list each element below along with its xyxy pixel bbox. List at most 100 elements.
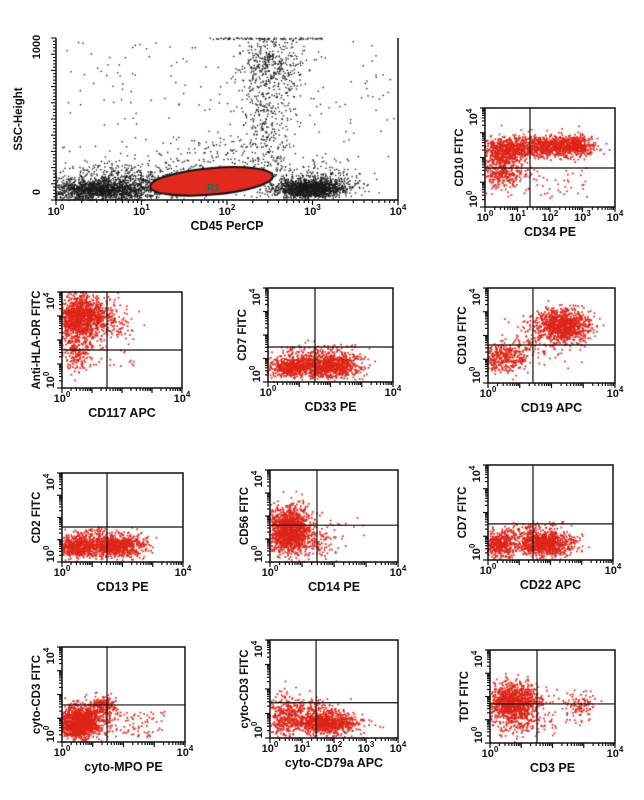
plot-frame — [61, 646, 186, 743]
x-tick-label: 100 — [54, 564, 71, 579]
y-tick-label: 104 — [468, 288, 483, 305]
x-axis-label: CD33 PE — [304, 400, 356, 414]
y-tick-label: 100 — [42, 545, 57, 562]
x-axis-label: CD45 PerCP — [191, 219, 264, 233]
plot-cd7-vs-cd33: 100 104 104 100 CD33 PE CD7 FITC — [237, 287, 402, 414]
quadrant-lines — [270, 470, 398, 562]
x-tick-label: 104 — [177, 744, 194, 759]
x-axis-label: CD34 PE — [524, 225, 576, 239]
x-axis-label: cyto-CD79a APC — [285, 756, 383, 770]
y-axis-label: CD2 FITC — [31, 492, 43, 544]
x-tick-label: 100 — [482, 745, 499, 760]
y-tick-label: 104 — [42, 473, 57, 490]
x-tick-label: 104 — [175, 564, 192, 579]
y-tick-label: 104 — [250, 640, 265, 657]
x-tick-label: 103 — [574, 209, 591, 224]
plot-frame — [484, 107, 616, 208]
x-axis-label: CD19 APC — [521, 401, 582, 415]
y-axis-label: cyto-CD3 FITC — [239, 649, 251, 728]
plot-cytocd3-vs-cytocd79a: 100 101 102 103 104 104 100 cyto-CD79a APC cyto-… — [239, 639, 407, 770]
plot-frame — [267, 287, 394, 383]
plot-cd10-vs-cd19: 100 104 104 100 CD19 APC CD10 FITC — [457, 287, 624, 415]
x-axis-label: CD117 APC — [88, 406, 156, 420]
y-axis-label: SSC-Height — [13, 87, 25, 150]
x-tick-label: 104 — [607, 745, 624, 760]
y-axis-label: Anti-HLA-DR FITC — [31, 290, 43, 389]
axis-ticks — [485, 649, 616, 748]
quadrant-lines — [268, 288, 393, 382]
plot-frame — [269, 469, 399, 563]
axis-ticks — [57, 472, 184, 567]
y-tick-label: 0 — [31, 189, 43, 195]
quadrant-lines — [270, 640, 398, 738]
x-tick-label: 102 — [542, 209, 559, 224]
y-tick-label: 100 — [248, 365, 263, 382]
y-tick-label: 104 — [250, 470, 265, 487]
x-tick-label: 104 — [390, 203, 407, 218]
y-tick-label: 100 — [250, 545, 265, 562]
y-tick-label: 100 — [250, 721, 265, 738]
y-axis-label: CD56 FITC — [239, 487, 251, 545]
x-axis-label: CD13 PE — [96, 580, 148, 594]
x-axis-label: cyto-MPO PE — [84, 760, 163, 774]
axis-ticks — [57, 646, 186, 747]
plot-frame — [487, 287, 616, 384]
plot-cd2-vs-cd13: 100 104 104 100 CD13 PE CD2 FITC — [31, 472, 192, 594]
x-tick-label: 101 — [294, 740, 311, 755]
x-tick-label: 100 — [477, 209, 494, 224]
x-tick-label: 100 — [480, 385, 497, 400]
x-tick-label: 100 — [54, 744, 71, 759]
x-tick-label: 104 — [390, 740, 407, 755]
x-tick-label: 100 — [262, 564, 279, 579]
x-tick-label: 104 — [607, 209, 624, 224]
y-axis-label: CD10 FITC — [454, 128, 466, 186]
x-tick-label: 100 — [54, 390, 71, 405]
axis-ticks — [51, 37, 399, 205]
y-tick-label: 100 — [468, 543, 483, 560]
quadrant-lines — [62, 292, 182, 388]
x-tick-label: 103 — [358, 740, 375, 755]
y-axis-label: CD10 FITC — [457, 306, 469, 364]
y-axis-label: CD7 FITC — [237, 309, 249, 361]
y-tick-label: 100 — [468, 366, 483, 383]
x-tick-label: 101 — [133, 203, 150, 218]
y-tick-label: 104 — [470, 650, 485, 667]
y-tick-label: 104 — [468, 465, 483, 482]
x-tick-label: 102 — [326, 740, 343, 755]
y-axis-label: cyto-CD3 FITC — [31, 655, 43, 734]
axis-ticks — [263, 287, 394, 387]
y-tick-label: 104 — [465, 108, 480, 125]
y-tick-label: 104 — [248, 288, 263, 305]
quadrant-lines — [485, 108, 615, 207]
y-tick-label: 1000 — [31, 35, 43, 59]
x-tick-label: 100 — [262, 740, 279, 755]
plot-tdt-vs-cd3: 100 104 104 100 CD3 PE TDT FITC — [459, 649, 624, 775]
axis-ticks — [483, 287, 616, 388]
plot-hladr-vs-cd117: 100 104 104 100 CD117 APC Anti-HLA-DR FITC — [31, 290, 191, 420]
y-tick-label: 100 — [470, 726, 485, 743]
axis-ticks — [265, 639, 399, 743]
axis-ticks — [265, 469, 399, 567]
axis-ticks — [483, 464, 614, 565]
x-tick-label: 100 — [480, 562, 497, 577]
plot-frame — [55, 38, 399, 201]
axis-ticks — [57, 291, 183, 393]
y-tick-label: 100 — [465, 190, 480, 207]
quadrant-lines — [490, 650, 615, 743]
quadrant-lines — [62, 647, 185, 742]
plot-frame — [61, 472, 184, 563]
x-tick-label: 103 — [304, 203, 321, 218]
x-tick-label: 102 — [219, 203, 236, 218]
x-tick-label: 101 — [509, 209, 526, 224]
y-tick-label: 100 — [42, 371, 57, 388]
y-axis-label: TDT FITC — [459, 671, 471, 722]
x-tick-label: 104 — [605, 562, 622, 577]
y-tick-label: 100 — [42, 725, 57, 742]
y-tick-label: 104 — [42, 292, 57, 309]
plot-ssc-vs-cd45: 100 101 102 103 104 1000 0 CD45 PerCP SSC-Height… — [13, 35, 407, 233]
quadrant-lines — [488, 288, 615, 383]
plot-cd10-vs-cd34: 100 101 102 103 104 104 100 CD34 PE CD10 FITC — [454, 107, 624, 239]
plot-frame — [487, 464, 614, 561]
plot-frame — [489, 649, 616, 744]
